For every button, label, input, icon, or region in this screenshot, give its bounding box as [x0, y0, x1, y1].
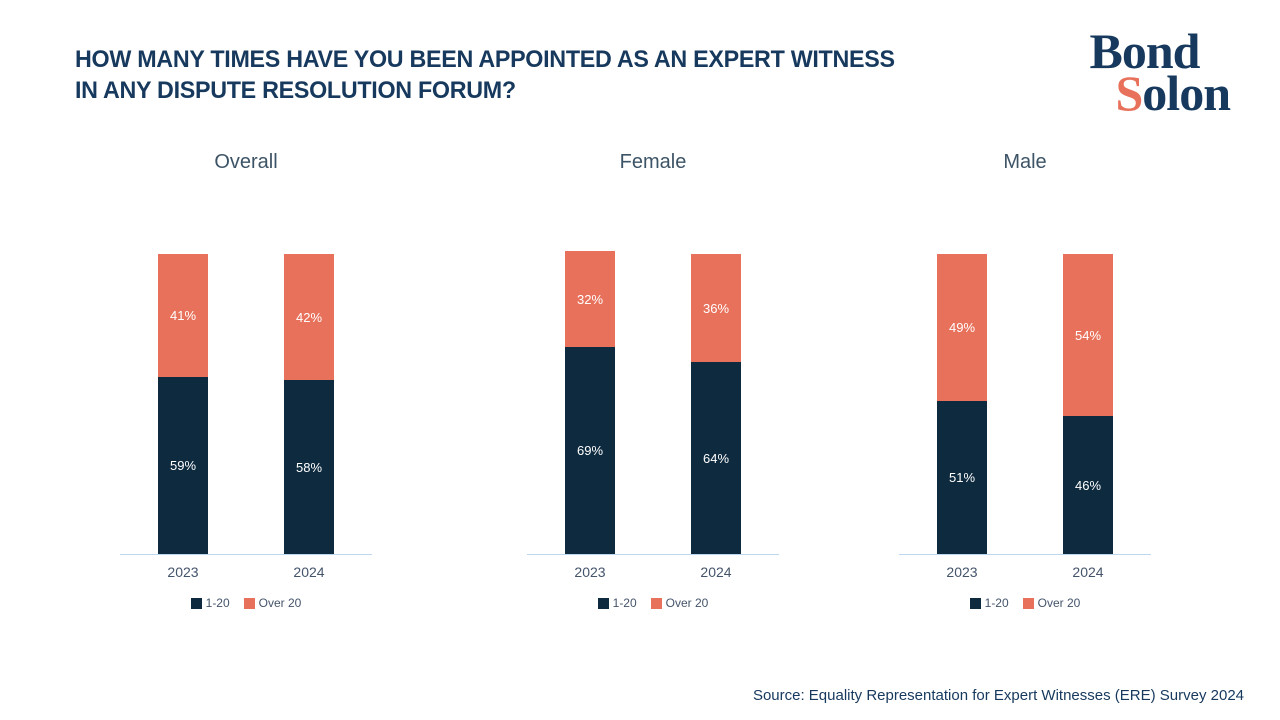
- bar-value-label: 41%: [169, 308, 197, 323]
- legend-label: Over 20: [665, 596, 709, 610]
- bar-value-label: 36%: [702, 300, 730, 316]
- bar-value-label: 32%: [576, 291, 604, 307]
- bar-value-label: 69%: [576, 443, 604, 458]
- logo-solon-initial: S: [1115, 65, 1143, 121]
- legend-swatch: [243, 597, 255, 609]
- logo-solon-rest: olon: [1142, 65, 1231, 121]
- x-axis-label: 2024: [293, 564, 325, 580]
- bar-2024: 58% 42%: [284, 254, 334, 554]
- legend-overall: 1-20 Over 20: [120, 596, 372, 610]
- legend-label: Over 20: [258, 596, 302, 610]
- bar-segment-over-20: 49%: [937, 254, 987, 401]
- bar-segment-1-20: 69%: [565, 347, 615, 554]
- bar-segment-1-20: 58%: [284, 380, 334, 554]
- chart-title-overall: Overall: [214, 151, 278, 173]
- x-axis-label: 2023: [946, 564, 978, 580]
- chart-title-female: Female: [619, 151, 687, 173]
- x-axis-label: 2023: [167, 564, 199, 580]
- x-axis-labels-male: 2023 2024: [899, 564, 1151, 580]
- legend-female: 1-20 Over 20: [527, 596, 779, 610]
- bar-value-label: 49%: [948, 320, 976, 335]
- bar-segment-over-20: 42%: [284, 254, 334, 380]
- logo-word-bond-text: Bond: [1089, 23, 1200, 79]
- chart-title-male: Male: [1003, 151, 1047, 173]
- chart-male: Male 51% 49% 46% 54% 2023 2024 1-20 Over 20: [899, 148, 1151, 610]
- bar-segment-1-20: 59%: [158, 377, 208, 554]
- legend-swatch: [1022, 597, 1034, 609]
- bar-2024: 46% 54%: [1063, 254, 1113, 554]
- bar-value-label: 54%: [1074, 327, 1102, 343]
- legend-swatch: [190, 597, 202, 609]
- legend-item-over-20: Over 20: [1022, 596, 1081, 610]
- bar-2023: 69% 32%: [565, 251, 615, 554]
- x-axis-labels-female: 2023 2024: [527, 564, 779, 580]
- legend-item-1-20: 1-20: [597, 596, 637, 610]
- bar-value-label: 51%: [948, 470, 976, 485]
- chart-female: Female 69% 32% 64% 36% 2023 2024 1-20 Over 20: [527, 148, 779, 610]
- bar-segment-over-20: 36%: [691, 254, 741, 362]
- legend-label: 1-20: [984, 596, 1009, 610]
- legend-item-1-20: 1-20: [969, 596, 1009, 610]
- page-title: HOW MANY TIMES HAVE YOU BEEN APPOINTED A…: [75, 44, 895, 106]
- bond-solon-logo: Bond Solon: [1089, 26, 1231, 118]
- bar-2023: 59% 41%: [158, 254, 208, 554]
- plot-area-female: 69% 32% 64% 36%: [527, 251, 779, 555]
- legend-item-over-20: Over 20: [650, 596, 709, 610]
- bar-segment-1-20: 46%: [1063, 416, 1113, 554]
- bar-value-label: 59%: [169, 458, 197, 473]
- bar-value-label: 64%: [702, 450, 730, 466]
- x-axis-labels-overall: 2023 2024: [120, 564, 372, 580]
- bar-value-label: 46%: [1074, 477, 1102, 493]
- bar-segment-1-20: 64%: [691, 362, 741, 554]
- bar-segment-over-20: 32%: [565, 251, 615, 347]
- chart-overall: Overall 59% 41% 58% 42% 2023 2024 1-20 Over 2…: [120, 148, 372, 610]
- legend-label: 1-20: [612, 596, 637, 610]
- bar-2024: 64% 36%: [691, 254, 741, 554]
- bar-segment-over-20: 41%: [158, 254, 208, 377]
- logo-word-solon: Solon: [1089, 68, 1231, 118]
- x-axis-label: 2024: [700, 564, 732, 580]
- bar-value-label: 58%: [295, 459, 323, 475]
- legend-item-1-20: 1-20: [190, 596, 230, 610]
- x-axis-label: 2024: [1072, 564, 1104, 580]
- x-axis-label: 2023: [574, 564, 606, 580]
- plot-area-overall: 59% 41% 58% 42%: [120, 254, 372, 555]
- bar-segment-over-20: 54%: [1063, 254, 1113, 416]
- bar-2023: 51% 49%: [937, 254, 987, 554]
- plot-area-male: 51% 49% 46% 54%: [899, 254, 1151, 555]
- source-attribution: Source: Equality Representation for Expe…: [752, 687, 1244, 704]
- legend-label: Over 20: [1037, 596, 1081, 610]
- legend-male: 1-20 Over 20: [899, 596, 1151, 610]
- legend-item-over-20: Over 20: [243, 596, 302, 610]
- bar-value-label: 42%: [295, 309, 323, 325]
- legend-swatch: [969, 597, 981, 609]
- legend-swatch: [650, 597, 662, 609]
- legend-label: 1-20: [205, 596, 230, 610]
- page-title-line2: IN ANY DISPUTE RESOLUTION FORUM?: [75, 77, 516, 104]
- page-title-line1: HOW MANY TIMES HAVE YOU BEEN APPOINTED A…: [75, 46, 895, 73]
- bar-segment-1-20: 51%: [937, 401, 987, 554]
- logo-word-bond: Bond: [1089, 26, 1230, 76]
- legend-swatch: [597, 597, 609, 609]
